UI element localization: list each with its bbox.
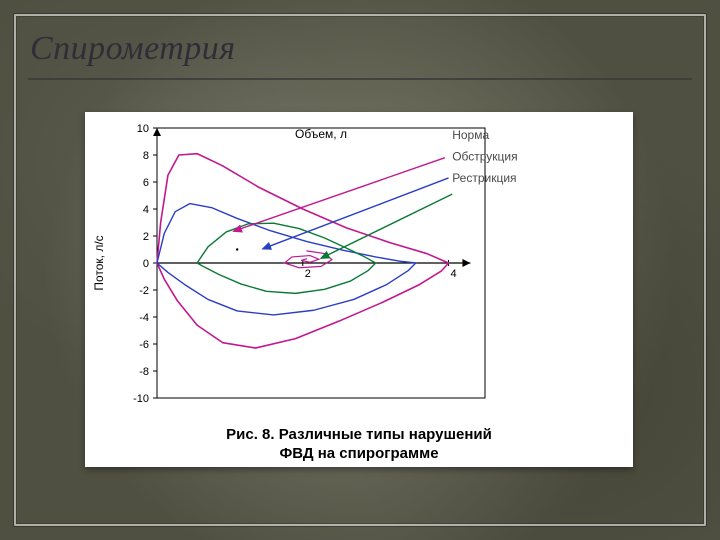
svg-text:0: 0 <box>143 258 149 270</box>
svg-text:Объем, л: Объем, л <box>295 127 347 141</box>
svg-text:Обструкция: Обструкция <box>452 149 517 163</box>
svg-text:Норма: Норма <box>452 128 489 142</box>
svg-text:10: 10 <box>137 123 149 135</box>
svg-text:8: 8 <box>143 150 149 162</box>
svg-text:2: 2 <box>305 268 311 280</box>
slide-title: Спирометрия <box>30 30 236 68</box>
caption-line1: Рис. 8. Различные типы нарушений <box>226 426 492 443</box>
svg-text:6: 6 <box>143 177 149 189</box>
chart-card: -10 -8 -6 -4 -2 0 2 4 6 8 10 2 4 Объем, л Поток, л/с Но… <box>85 112 633 467</box>
svg-text:-4: -4 <box>139 312 149 324</box>
svg-text:Поток, л/с: Поток, л/с <box>92 235 106 290</box>
svg-text:-10: -10 <box>133 393 149 405</box>
svg-text:-6: -6 <box>139 339 149 351</box>
svg-text:-2: -2 <box>139 285 149 297</box>
svg-text:4: 4 <box>451 268 457 280</box>
chart-caption: Рис. 8. Различные типы нарушений ФВД на … <box>85 422 633 470</box>
svg-text:Рестрикция: Рестрикция <box>452 171 516 185</box>
svg-text:-8: -8 <box>139 366 149 378</box>
slide-background: Спирометрия -10 -8 -6 -4 -2 0 2 4 6 8 10 2 4 Объем, л… <box>0 0 720 540</box>
svg-text:2: 2 <box>143 231 149 243</box>
caption-line2: ФВД на спирограмме <box>93 445 625 464</box>
title-underline <box>28 78 692 80</box>
spirometry-chart: -10 -8 -6 -4 -2 0 2 4 6 8 10 2 4 Объем, л Поток, л/с Но… <box>85 112 633 422</box>
svg-text:4: 4 <box>143 204 149 216</box>
